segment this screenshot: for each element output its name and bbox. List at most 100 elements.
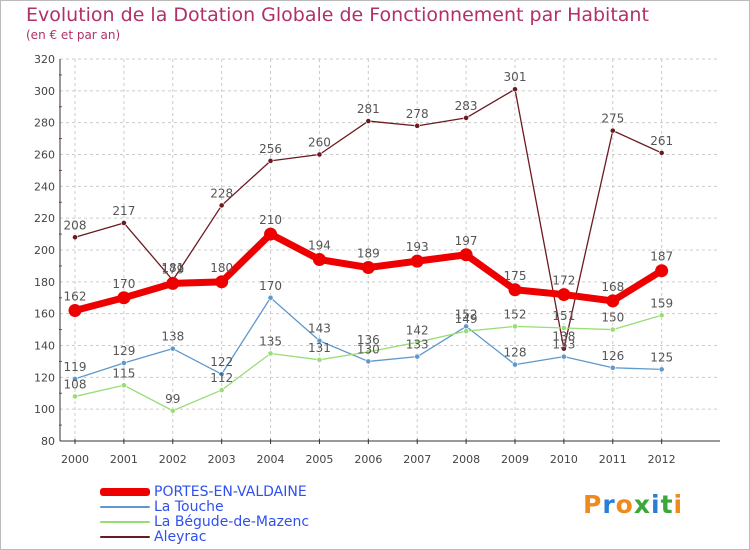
y-tick-label: 120 bbox=[34, 371, 55, 384]
data-label-la-begude-de-mazenc: 159 bbox=[650, 296, 673, 310]
y-tick-label: 240 bbox=[34, 180, 55, 193]
data-label-aleyrac: 208 bbox=[64, 218, 87, 232]
legend-swatch-la-begude-de-mazenc bbox=[100, 520, 150, 523]
data-label-la-touche: 126 bbox=[601, 349, 624, 363]
data-point-la-touche bbox=[316, 337, 323, 344]
data-label-la-touche: 143 bbox=[308, 322, 331, 336]
data-label-portes-en-valdaine: 175 bbox=[504, 269, 527, 283]
y-tick-label: 320 bbox=[34, 53, 55, 66]
axis-layer: 80 100 120 140 160 180 200 220 240 260 280 300 320 20… bbox=[34, 53, 720, 466]
y-tick-label: 100 bbox=[34, 403, 55, 416]
data-point-la-touche bbox=[560, 353, 567, 360]
data-point-la-touche bbox=[120, 360, 127, 366]
data-point-la-touche bbox=[169, 345, 176, 352]
data-label-portes-en-valdaine: 187 bbox=[650, 250, 673, 264]
data-point-aleyrac bbox=[658, 150, 665, 156]
data-point-aleyrac bbox=[72, 234, 78, 241]
data-label-portes-en-valdaine: 180 bbox=[210, 261, 233, 275]
data-label-portes-en-valdaine: 168 bbox=[601, 280, 624, 294]
legend-item-la-touche[interactable]: La Touche bbox=[100, 498, 309, 515]
data-label-la-begude-de-mazenc: 108 bbox=[64, 377, 87, 391]
data-point-la-begude-de-mazenc bbox=[560, 325, 567, 331]
data-label-la-begude-de-mazenc: 149 bbox=[455, 312, 478, 326]
data-point-portes-en-valdaine bbox=[459, 248, 473, 262]
y-tick-label: 220 bbox=[34, 212, 55, 225]
data-label-la-touche: 170 bbox=[259, 279, 282, 293]
data-label-la-touche: 125 bbox=[650, 350, 673, 364]
data-label-la-touche: 122 bbox=[210, 355, 233, 369]
data-point-aleyrac bbox=[414, 122, 421, 129]
data-label-la-touche: 129 bbox=[112, 344, 135, 358]
data-point-aleyrac bbox=[267, 157, 274, 164]
data-point-aleyrac bbox=[365, 118, 372, 124]
x-tick-label: 2004 bbox=[257, 453, 285, 466]
data-point-portes-en-valdaine bbox=[117, 291, 131, 305]
legend-item-la-begude-de-mazenc[interactable]: La Bégude-de-Mazenc bbox=[100, 513, 310, 530]
data-label-la-begude-de-mazenc: 152 bbox=[504, 307, 527, 321]
data-label-la-begude-de-mazenc: 115 bbox=[112, 366, 135, 380]
data-label-la-touche: 128 bbox=[504, 346, 527, 360]
y-tick-label: 180 bbox=[34, 276, 55, 289]
data-point-aleyrac bbox=[218, 202, 225, 209]
line-chart: 80 100 120 140 160 180 200 220 240 260 280 300 320 20… bbox=[34, 53, 720, 466]
data-point-portes-en-valdaine bbox=[264, 227, 278, 241]
data-label-portes-en-valdaine: 197 bbox=[455, 234, 478, 248]
series-layer bbox=[68, 86, 669, 414]
data-point-la-touche bbox=[218, 371, 225, 378]
legend-label-la-touche: La Touche bbox=[154, 498, 224, 515]
data-point-la-begude-de-mazenc bbox=[658, 312, 665, 319]
data-label-la-begude-de-mazenc: 150 bbox=[601, 311, 624, 325]
data-label-aleyrac: 256 bbox=[259, 142, 282, 156]
chart-subtitle: (en € et par an) bbox=[26, 28, 121, 42]
data-label-la-begude-de-mazenc: 131 bbox=[308, 341, 331, 355]
data-point-portes-en-valdaine bbox=[410, 254, 424, 268]
data-point-aleyrac bbox=[463, 114, 470, 121]
data-label-layer: 208 217 181 228 256 260 281 278 283 301 138 275 261 1… bbox=[64, 70, 674, 406]
data-label-portes-en-valdaine: 194 bbox=[308, 239, 331, 253]
data-point-la-begude-de-mazenc bbox=[414, 339, 421, 346]
data-label-aleyrac: 278 bbox=[406, 107, 429, 121]
data-label-aleyrac: 275 bbox=[601, 112, 624, 126]
data-label-portes-en-valdaine: 162 bbox=[64, 289, 87, 303]
x-tick-label: 2012 bbox=[648, 453, 676, 466]
x-tick-label: 2010 bbox=[550, 453, 578, 466]
chart-title: Evolution de la Dotation Globale de Fonc… bbox=[26, 4, 649, 26]
x-tick-label: 2007 bbox=[403, 453, 431, 466]
x-tick-label: 2005 bbox=[305, 453, 333, 466]
data-label-aleyrac: 281 bbox=[357, 102, 380, 116]
data-label-la-begude-de-mazenc: 99 bbox=[165, 392, 180, 406]
y-tick-label: 140 bbox=[34, 340, 55, 353]
data-point-la-begude-de-mazenc bbox=[463, 328, 470, 335]
data-point-la-begude-de-mazenc bbox=[72, 393, 78, 400]
y-tick-label: 160 bbox=[34, 308, 55, 321]
data-label-aleyrac: 301 bbox=[504, 70, 527, 84]
legend-item-aleyrac[interactable]: Aleyrac bbox=[100, 528, 309, 545]
data-point-portes-en-valdaine bbox=[166, 276, 180, 290]
data-label-aleyrac: 217 bbox=[112, 204, 135, 218]
data-label-la-touche: 130 bbox=[357, 342, 380, 356]
data-point-la-touche bbox=[365, 358, 372, 365]
x-tick-label: 2001 bbox=[110, 453, 138, 466]
data-point-la-touche bbox=[72, 376, 78, 382]
data-label-portes-en-valdaine: 172 bbox=[552, 274, 575, 288]
data-point-portes-en-valdaine bbox=[606, 294, 620, 308]
data-label-portes-en-valdaine: 170 bbox=[112, 277, 135, 291]
x-tick-label: 2003 bbox=[208, 453, 236, 466]
data-label-la-touche: 133 bbox=[552, 338, 575, 352]
legend-label-la-begude-de-mazenc: La Bégude-de-Mazenc bbox=[154, 513, 310, 530]
y-tick-label: 80 bbox=[41, 435, 55, 448]
data-point-la-begude-de-mazenc bbox=[512, 323, 518, 330]
data-point-portes-en-valdaine bbox=[655, 264, 669, 278]
legend-swatch-la-touche bbox=[100, 505, 150, 508]
data-point-la-begude-de-mazenc bbox=[169, 407, 176, 414]
data-label-aleyrac: 228 bbox=[210, 186, 233, 200]
legend-item-portes-en-valdaine[interactable]: PORTES-EN-VALDAINE bbox=[100, 483, 309, 500]
legend-label-aleyrac: Aleyrac bbox=[154, 528, 207, 545]
data-label-la-touche: 119 bbox=[64, 360, 87, 374]
data-point-portes-en-valdaine bbox=[557, 288, 571, 302]
data-label-aleyrac: 261 bbox=[650, 134, 673, 148]
data-point-la-touche bbox=[609, 364, 616, 371]
data-label-la-begude-de-mazenc: 151 bbox=[552, 309, 575, 323]
y-tick-label: 280 bbox=[34, 117, 55, 130]
legend-label-portes-en-valdaine: PORTES-EN-VALDAINE bbox=[154, 483, 307, 500]
